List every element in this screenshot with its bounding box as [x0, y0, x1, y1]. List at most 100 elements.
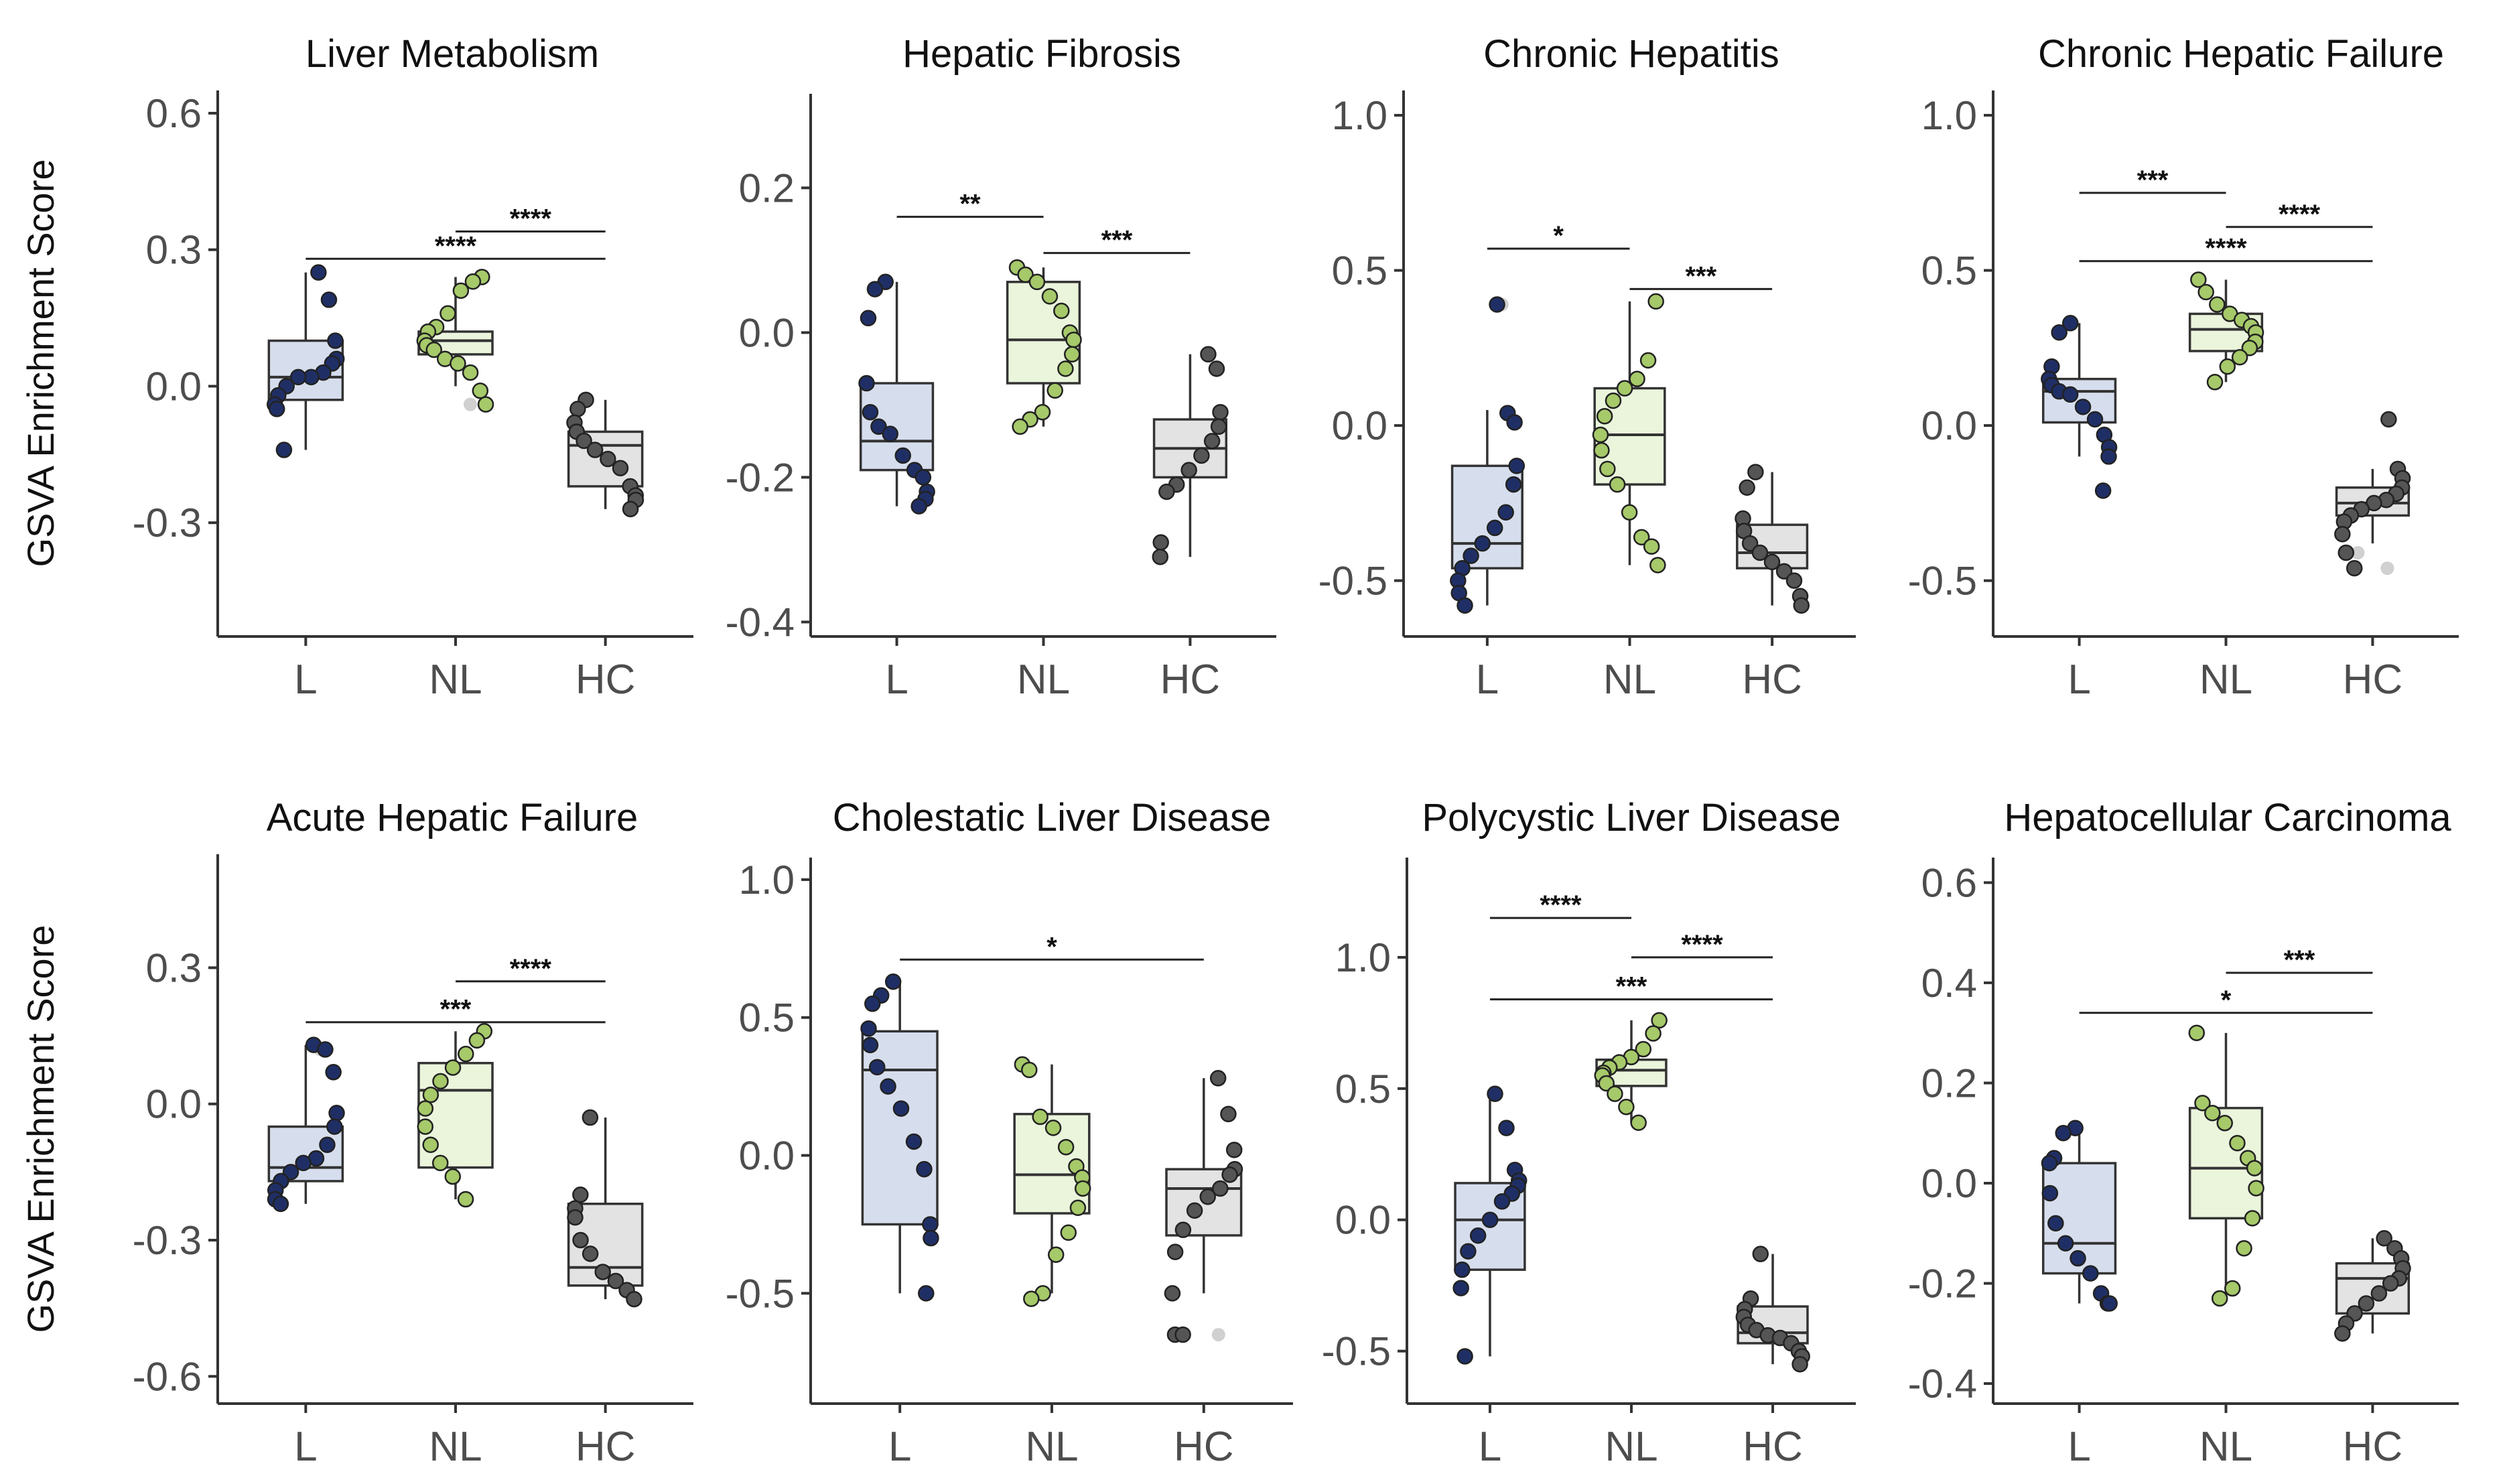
y-tick-label: 1.0 — [1921, 93, 1977, 138]
panel-chronic-hepatic-failure: Chronic Hepatic Failure 1.0 0.5 0.0 -0.5 L NL H… — [1908, 32, 2459, 703]
panel-acute-hepatic-failure: Acute Hepatic Failure 0.3 0.0 -0.3 -0.6 L NL HC… — [133, 796, 693, 1470]
data-point-hc — [1164, 1285, 1181, 1302]
data-point-nl — [458, 1045, 474, 1063]
outlier-point — [2380, 561, 2394, 576]
data-point-nl — [2229, 1134, 2246, 1152]
data-point-hc — [626, 1290, 642, 1308]
data-point-l — [2055, 1124, 2072, 1142]
data-point-nl — [1645, 1025, 1662, 1042]
panel-title: Polycystic Liver Disease — [1422, 796, 1840, 839]
panel-title: Acute Hepatic Failure — [267, 796, 638, 839]
data-point-l — [1505, 476, 1522, 493]
data-point-hc — [612, 460, 629, 476]
data-point-hc — [1212, 403, 1229, 421]
data-point-l — [1469, 1227, 1487, 1244]
data-point-hc — [1221, 1166, 1238, 1183]
data-point-nl — [2190, 271, 2207, 288]
significance-label: **** — [510, 204, 552, 234]
data-point-l — [2100, 448, 2117, 465]
x-tick-label: L — [2068, 1424, 2090, 1470]
data-point-l — [2061, 386, 2079, 403]
data-point-nl — [1598, 1075, 1615, 1092]
y-tick-label: 1.0 — [739, 858, 795, 902]
significance-label: *** — [1101, 226, 1133, 255]
data-point-hc — [1747, 464, 1764, 480]
y-tick-label: 0.0 — [146, 1082, 202, 1127]
y-tick-label: 0.5 — [739, 996, 795, 1040]
data-point-nl — [1647, 293, 1664, 310]
y-tick-label: -0.2 — [726, 455, 795, 500]
y-tick-label: 0.0 — [1921, 1161, 1977, 1206]
x-tick-label: NL — [1605, 1424, 1657, 1470]
y-tick-label: -0.2 — [1908, 1262, 1977, 1306]
x-tick-label: L — [294, 657, 317, 703]
data-point-l — [328, 1105, 345, 1122]
data-point-hc — [1158, 483, 1175, 500]
panel-title: Cholestatic Liver Disease — [833, 796, 1271, 839]
data-point-l — [2051, 324, 2068, 341]
box-l — [861, 1030, 939, 1226]
y-tick-label: 1.0 — [1332, 93, 1387, 138]
significance-label: * — [1046, 932, 1057, 961]
data-point-nl — [1599, 460, 1616, 478]
data-point-nl — [1616, 380, 1633, 397]
y-tick-label: 0.0 — [146, 364, 202, 409]
data-point-hc — [2334, 525, 2351, 543]
data-point-l — [327, 332, 344, 349]
panel-polycystic-liver-disease: Polycystic Liver Disease 1.0 0.5 0.0 -0.5 L NL… — [1322, 796, 1856, 1470]
data-point-l — [905, 1133, 923, 1150]
significance-label: ** — [959, 190, 981, 219]
y-tick-label: -0.5 — [1322, 1329, 1391, 1374]
y-tick-label: -0.5 — [726, 1271, 795, 1316]
panel-title: Chronic Hepatic Failure — [2038, 32, 2444, 76]
data-point-nl — [1017, 266, 1034, 283]
x-tick-label: NL — [429, 1424, 482, 1470]
data-point-nl — [1618, 1098, 1635, 1116]
data-point-l — [310, 264, 327, 281]
x-tick-label: HC — [575, 657, 636, 703]
data-point-l — [272, 1195, 289, 1213]
y-tick-label: 0.0 — [739, 1134, 795, 1178]
x-tick-label: NL — [429, 657, 482, 703]
data-point-nl — [1060, 1224, 1077, 1241]
data-point-l — [2057, 1235, 2074, 1252]
data-point-nl — [425, 341, 442, 358]
data-point-hc — [582, 1109, 599, 1126]
data-point-nl — [1635, 1040, 1652, 1058]
data-point-nl — [1021, 1061, 1038, 1079]
data-point-hc — [1220, 1105, 1237, 1123]
data-point-nl — [1069, 1199, 1087, 1217]
data-point-l — [1489, 296, 1505, 313]
data-point-hc — [1210, 418, 1227, 435]
data-point-l — [860, 1020, 877, 1037]
data-point-l — [884, 973, 902, 990]
x-tick-label: L — [1476, 657, 1499, 703]
data-point-l — [1474, 535, 1491, 552]
data-point-nl — [2206, 374, 2224, 391]
panel-title: Hepatic Fibrosis — [902, 32, 1181, 76]
data-point-nl — [444, 1168, 462, 1185]
data-point-nl — [1057, 360, 1074, 377]
data-point-nl — [1607, 1085, 1623, 1102]
significance-label: **** — [1540, 890, 1582, 920]
y-tick-label: -0.5 — [1908, 559, 1977, 604]
x-tick-label: NL — [1025, 1424, 1078, 1470]
data-point-nl — [1065, 331, 1082, 348]
outlier-point — [1211, 1328, 1225, 1342]
data-point-hc — [1208, 360, 1225, 377]
data-point-nl — [472, 383, 489, 399]
data-point-nl — [2246, 1160, 2263, 1176]
data-point-hc — [1775, 563, 1793, 580]
y-tick-label: 0.0 — [1921, 403, 1977, 448]
box-l — [267, 1125, 344, 1183]
data-point-nl — [452, 282, 470, 299]
data-point-hc — [1180, 462, 1197, 478]
data-point-hc — [1203, 433, 1221, 450]
data-point-l — [1463, 547, 1479, 564]
x-tick-label: NL — [1603, 657, 1656, 703]
data-point-hc — [2337, 544, 2355, 561]
data-point-nl — [2244, 1210, 2261, 1227]
x-tick-label: HC — [1742, 657, 1802, 703]
data-point-hc — [607, 1272, 624, 1290]
